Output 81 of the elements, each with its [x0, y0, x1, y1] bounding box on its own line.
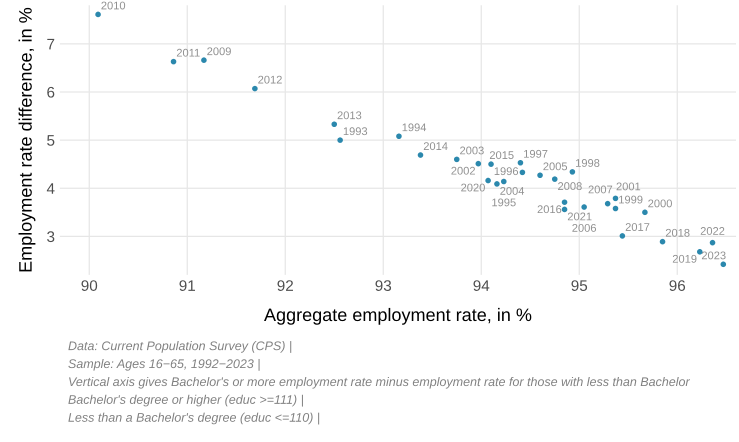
y-tick-label: 6: [47, 86, 54, 98]
annotation: 2006: [572, 224, 596, 232]
annotation: 2012: [258, 76, 282, 84]
annotation: 2001: [616, 182, 640, 190]
point: [485, 178, 491, 184]
annotation: 2023: [702, 251, 726, 260]
y-tick-label: 5: [47, 135, 54, 146]
point: [537, 172, 543, 178]
point: [562, 206, 568, 212]
point: [562, 199, 568, 205]
annotation: 1993: [344, 127, 368, 136]
text: Less than a Bachelor's degree (educ <=110) |: [68, 412, 320, 424]
point: [660, 238, 666, 244]
point: [570, 169, 576, 175]
annotation: 2007: [588, 186, 612, 194]
point: [720, 262, 726, 268]
annotation: 1999: [619, 196, 642, 204]
point: [454, 156, 460, 162]
x-tick-label: 96: [669, 280, 686, 292]
point: [697, 249, 703, 255]
annotation: 1997: [524, 150, 548, 158]
point: [170, 58, 176, 64]
point: [95, 12, 101, 18]
point: [418, 152, 424, 158]
x-tick-label: 90: [81, 280, 98, 292]
annotation: 2004: [500, 187, 524, 195]
point: [620, 233, 626, 239]
annotation: 1996: [494, 167, 518, 176]
annotation: 2021: [568, 212, 592, 220]
annotation: 2000: [648, 199, 672, 208]
annotation: 2014: [424, 142, 448, 150]
point: [604, 200, 610, 206]
point: [552, 176, 558, 182]
point: [642, 210, 648, 216]
point: [518, 160, 524, 166]
annotation: 2015: [490, 151, 514, 160]
point: [501, 178, 507, 184]
annotation: 1994: [402, 123, 426, 132]
y-tick-label: 4: [46, 183, 55, 194]
annotation: 2008: [558, 182, 582, 190]
annotation: 2017: [626, 223, 650, 231]
annotation: 2002: [451, 166, 475, 175]
text: Sample: Ages 16−65, 1992−2023 |: [68, 358, 260, 371]
x-axis-title: Aggregate employment rate, in %: [264, 308, 532, 325]
point: [476, 160, 482, 166]
point: [488, 161, 494, 167]
x-tick-label: 94: [473, 280, 490, 292]
point: [331, 121, 338, 128]
annotation: 2020: [461, 184, 485, 192]
x-tick-label: 92: [277, 280, 293, 292]
point: [494, 181, 500, 187]
y-axis-title: Employment rate difference, in %: [18, 8, 36, 272]
point: [520, 170, 526, 176]
annotation: 1995: [492, 198, 516, 206]
annotation: 2009: [207, 47, 231, 56]
point: [201, 57, 207, 63]
point: [337, 137, 343, 143]
annotation: 2005: [543, 162, 568, 170]
annotation: 2011: [176, 48, 200, 57]
text: Bachelor's degree or higher (educ >=111) |: [68, 394, 303, 407]
point: [710, 240, 716, 246]
x-tick-label: 91: [179, 280, 196, 292]
point: [612, 206, 618, 212]
text: Vertical axis gives Bachelor's or more employment rate minus employment rate for those with less than Bachelor: [69, 376, 690, 389]
annotation: 2019: [672, 254, 696, 263]
text: Data: Current Population Survey (CPS) |: [68, 341, 292, 353]
y-tick-label: 3: [47, 231, 54, 242]
annotation: 2003: [460, 146, 484, 154]
annotation: 2010: [101, 2, 126, 10]
x-tick-label: 95: [571, 280, 588, 292]
point: [581, 204, 587, 210]
x-tick-label: 93: [375, 280, 392, 292]
annotation: 2018: [666, 228, 690, 237]
annotation: 1998: [576, 159, 600, 167]
point: [396, 133, 402, 140]
y-tick-label: 7: [47, 38, 54, 50]
annotation: 2022: [700, 227, 724, 235]
point: [612, 196, 618, 202]
annotation: 2016: [538, 205, 562, 214]
annotation: 2013: [338, 111, 362, 120]
point: [252, 86, 258, 92]
